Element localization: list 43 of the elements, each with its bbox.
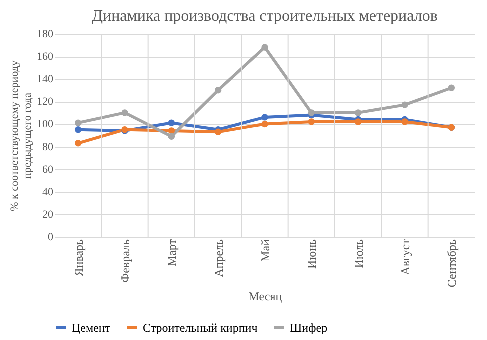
point [402, 118, 408, 126]
y-tick-label: 140 [37, 74, 54, 86]
y-axis-title: % к соответствующему периоду предыдущего года [9, 60, 34, 212]
y-tick-label: 100 [37, 118, 54, 131]
point [308, 110, 316, 116]
legend-label: Строительный кирпич [143, 320, 258, 335]
y-tick-label: 40 [42, 186, 54, 198]
y-tick-label: 0 [48, 232, 54, 244]
y-tick-label: 60 [42, 164, 54, 176]
point [74, 126, 82, 134]
legend-label: Шифер [290, 320, 328, 335]
chart-title: Динамика производства строительных метериалов [92, 8, 438, 25]
x-tick-label: Март [165, 238, 180, 267]
x-tick-label: Апрель [212, 238, 226, 278]
point [74, 120, 82, 126]
point [448, 84, 456, 92]
x-tick-label: Июнь [305, 238, 320, 270]
point [214, 87, 222, 94]
point [402, 102, 408, 108]
point [354, 110, 362, 116]
y-tick-label: 180 [37, 28, 54, 40]
y-tick-label: 120 [37, 96, 54, 108]
x-tick-label: Июль [352, 238, 366, 268]
point [262, 44, 268, 51]
x-tick-label: Май [258, 238, 272, 262]
x-axis-title: Месяц [248, 290, 283, 304]
y-tick-label: 20 [42, 208, 54, 221]
y-tick-label: 160 [37, 51, 54, 64]
x-tick-label: Февраль [118, 238, 132, 283]
point [262, 114, 268, 121]
point [354, 118, 362, 126]
x-tick-label: Август [398, 238, 412, 276]
y-tick-label: 80 [42, 141, 54, 154]
x-tick-label: Январь [72, 238, 86, 276]
point [168, 128, 176, 134]
point [168, 120, 176, 126]
point [262, 120, 268, 128]
point [74, 140, 82, 147]
legend-label: Цемент [72, 320, 112, 335]
point [122, 110, 128, 116]
point [168, 133, 176, 140]
point [308, 118, 316, 126]
x-tick-label: Сентябрь [445, 238, 460, 288]
